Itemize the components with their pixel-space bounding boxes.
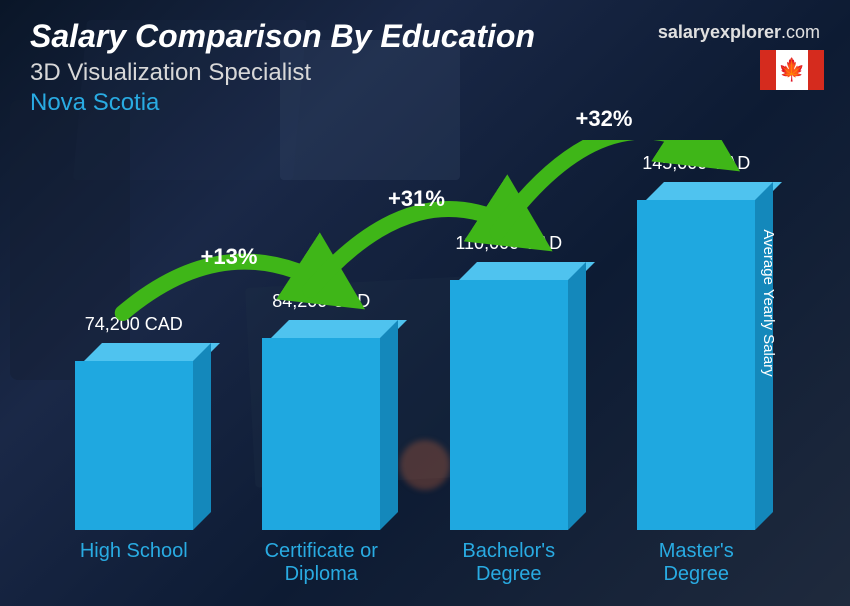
x-axis-label: Bachelor'sDegree bbox=[415, 534, 603, 586]
increase-label: +32% bbox=[576, 106, 633, 132]
maple-leaf-icon: 🍁 bbox=[778, 59, 805, 81]
bar-value-label: 84,200 CAD bbox=[272, 291, 370, 312]
header: Salary Comparison By Education 3D Visual… bbox=[30, 18, 535, 117]
chart-region: Nova Scotia bbox=[30, 89, 535, 117]
bar-side-face bbox=[380, 320, 398, 530]
watermark-brand: salaryexplorer bbox=[658, 22, 781, 42]
flag-canada: 🍁 bbox=[760, 50, 824, 90]
bar-shape bbox=[450, 262, 568, 530]
bar-front-face bbox=[262, 338, 380, 530]
increase-label: +31% bbox=[388, 186, 445, 212]
bar-shape bbox=[637, 182, 755, 530]
chart-area: 74,200 CAD 84,200 CAD 110,000 CAD 145,00… bbox=[40, 140, 790, 586]
increase-label: +13% bbox=[201, 244, 258, 270]
chart-subtitle: 3D Visualization Specialist bbox=[30, 59, 535, 87]
bar-side-face bbox=[568, 262, 586, 530]
bar: 84,200 CAD bbox=[228, 291, 416, 530]
bar-value-label: 110,000 CAD bbox=[455, 233, 562, 254]
chart-title: Salary Comparison By Education bbox=[30, 18, 535, 55]
watermark: salaryexplorer.com bbox=[658, 22, 820, 43]
bar-front-face bbox=[75, 361, 193, 530]
bar-front-face bbox=[637, 200, 755, 530]
x-labels: High SchoolCertificate orDiplomaBachelor… bbox=[40, 534, 790, 586]
bar-shape bbox=[262, 320, 380, 530]
x-axis-label: High School bbox=[40, 534, 228, 586]
x-axis-label: Certificate orDiploma bbox=[228, 534, 416, 586]
bar-value-label: 145,000 CAD bbox=[642, 153, 750, 174]
y-axis-label: Average Yearly Salary bbox=[760, 229, 777, 376]
bar: 110,000 CAD bbox=[415, 233, 603, 530]
bar: 74,200 CAD bbox=[40, 314, 228, 530]
bar-value-label: 74,200 CAD bbox=[85, 314, 183, 335]
bar-shape bbox=[75, 343, 193, 530]
watermark-tld: .com bbox=[781, 22, 820, 42]
x-axis-label: Master'sDegree bbox=[603, 534, 791, 586]
bar-side-face bbox=[193, 343, 211, 530]
bar-front-face bbox=[450, 280, 568, 530]
